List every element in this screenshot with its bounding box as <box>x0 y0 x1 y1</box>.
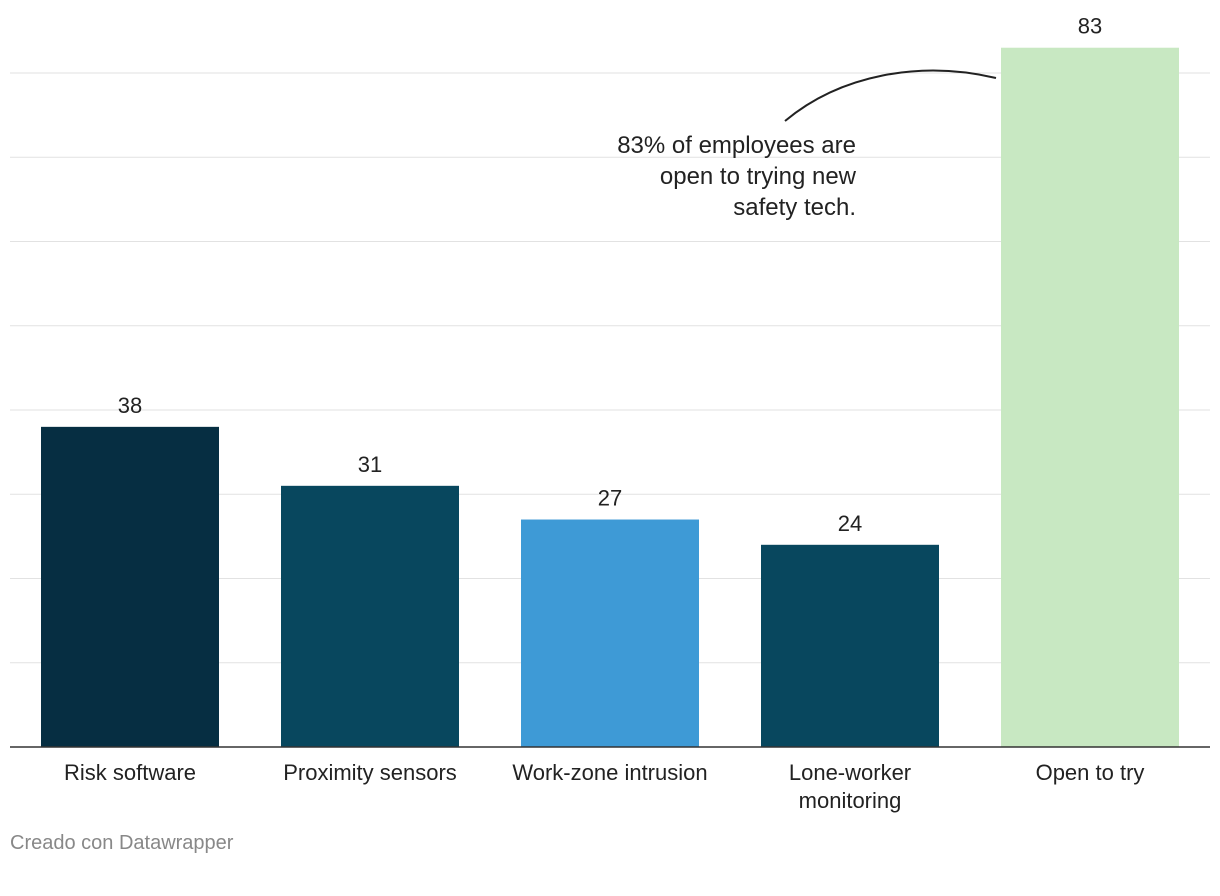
value-label: 83 <box>1078 14 1102 39</box>
value-labels: 38 31 27 24 83 <box>118 14 1102 536</box>
value-label: 27 <box>598 486 622 511</box>
bar <box>521 519 699 747</box>
value-label: 31 <box>358 452 382 477</box>
annotation-text: 83% of employees are open to trying new sa… <box>617 132 856 221</box>
bar <box>281 485 459 747</box>
category-label: Open to try <box>1036 760 1145 785</box>
bars <box>41 47 1179 748</box>
bar <box>761 544 939 747</box>
annotation-connector <box>784 69 997 122</box>
value-label: 38 <box>118 393 142 418</box>
footer-credit[interactable]: Creado con Datawrapper <box>10 832 234 854</box>
value-label: 24 <box>838 511 862 536</box>
category-label: Proximity sensors <box>283 760 457 785</box>
category-label: Lone-worker monitoring <box>789 760 911 813</box>
bar <box>1001 47 1179 748</box>
annotation-label: 83% of employees are open to trying new sa… <box>617 132 856 221</box>
bar <box>41 426 219 747</box>
category-label: Work-zone intrusion <box>512 760 707 785</box>
category-labels: Risk software Proximity sensors Work-zone … <box>64 760 1144 813</box>
category-label: Risk software <box>64 760 196 785</box>
